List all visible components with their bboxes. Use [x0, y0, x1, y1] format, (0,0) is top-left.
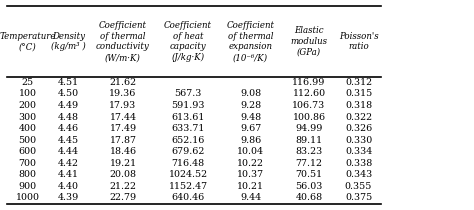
- Text: 1000: 1000: [16, 193, 40, 202]
- Text: 4.41: 4.41: [58, 170, 79, 179]
- Text: 500: 500: [18, 136, 36, 145]
- Text: 9.28: 9.28: [240, 101, 261, 110]
- Text: 591.93: 591.93: [171, 101, 205, 110]
- Text: 700: 700: [18, 159, 36, 168]
- Text: Density
(kg/m³ ): Density (kg/m³ ): [51, 32, 86, 51]
- Text: 10.21: 10.21: [237, 182, 264, 191]
- Text: 106.73: 106.73: [292, 101, 326, 110]
- Text: 4.46: 4.46: [58, 124, 79, 133]
- Text: 0.330: 0.330: [345, 136, 372, 145]
- Text: 56.03: 56.03: [295, 182, 323, 191]
- Text: 613.61: 613.61: [172, 113, 205, 122]
- Text: 200: 200: [18, 101, 36, 110]
- Text: 116.99: 116.99: [292, 78, 326, 87]
- Text: 0.315: 0.315: [345, 89, 372, 98]
- Text: 4.51: 4.51: [58, 78, 79, 87]
- Text: 900: 900: [18, 182, 36, 191]
- Text: 716.48: 716.48: [172, 159, 205, 168]
- Text: 40.68: 40.68: [295, 193, 322, 202]
- Text: 400: 400: [18, 124, 36, 133]
- Text: 600: 600: [18, 147, 36, 156]
- Text: 4.49: 4.49: [58, 101, 79, 110]
- Text: 19.36: 19.36: [109, 89, 137, 98]
- Text: 300: 300: [18, 113, 36, 122]
- Text: 17.87: 17.87: [109, 136, 137, 145]
- Text: 100: 100: [18, 89, 36, 98]
- Text: 0.375: 0.375: [345, 193, 372, 202]
- Text: 25: 25: [21, 78, 34, 87]
- Text: 652.16: 652.16: [172, 136, 205, 145]
- Text: Coefficient
of thermal
expansion
(10⁻⁶/K): Coefficient of thermal expansion (10⁻⁶/K…: [227, 21, 274, 62]
- Text: 9.44: 9.44: [240, 193, 261, 202]
- Text: 800: 800: [18, 170, 36, 179]
- Text: 0.312: 0.312: [345, 78, 372, 87]
- Text: 10.04: 10.04: [237, 147, 264, 156]
- Text: 0.343: 0.343: [345, 170, 372, 179]
- Text: 4.44: 4.44: [58, 147, 79, 156]
- Text: 17.49: 17.49: [109, 124, 137, 133]
- Text: 4.45: 4.45: [58, 136, 79, 145]
- Text: Coefficient
of heat
capacity
(J/kg·K): Coefficient of heat capacity (J/kg·K): [164, 21, 212, 62]
- Text: 640.46: 640.46: [172, 193, 205, 202]
- Text: 22.79: 22.79: [109, 193, 137, 202]
- Text: Elastic
modulus
(GPa): Elastic modulus (GPa): [291, 26, 328, 57]
- Text: 9.08: 9.08: [240, 89, 261, 98]
- Text: 10.37: 10.37: [237, 170, 264, 179]
- Text: 0.318: 0.318: [345, 101, 372, 110]
- Text: 10.22: 10.22: [237, 159, 264, 168]
- Text: 70.51: 70.51: [295, 170, 322, 179]
- Text: 9.86: 9.86: [240, 136, 261, 145]
- Text: 21.22: 21.22: [109, 182, 137, 191]
- Text: 679.62: 679.62: [172, 147, 205, 156]
- Text: Temperature
(°C): Temperature (°C): [0, 32, 56, 51]
- Text: 77.12: 77.12: [295, 159, 322, 168]
- Text: 17.44: 17.44: [109, 113, 137, 122]
- Text: 0.334: 0.334: [345, 147, 372, 156]
- Text: 4.42: 4.42: [58, 159, 79, 168]
- Text: 4.40: 4.40: [58, 182, 79, 191]
- Text: Poisson's
ratio: Poisson's ratio: [339, 32, 378, 51]
- Text: 4.48: 4.48: [58, 113, 79, 122]
- Text: 0.338: 0.338: [345, 159, 372, 168]
- Text: 83.23: 83.23: [295, 147, 323, 156]
- Text: 19.21: 19.21: [109, 159, 137, 168]
- Text: 20.08: 20.08: [109, 170, 137, 179]
- Text: 0.322: 0.322: [345, 113, 372, 122]
- Text: 567.3: 567.3: [174, 89, 202, 98]
- Text: 0.326: 0.326: [345, 124, 372, 133]
- Text: 9.67: 9.67: [240, 124, 261, 133]
- Text: Coefficient
of thermal
conductivity
(W/m·K): Coefficient of thermal conductivity (W/m…: [96, 21, 150, 62]
- Text: 4.50: 4.50: [58, 89, 79, 98]
- Text: 1024.52: 1024.52: [169, 170, 208, 179]
- Text: 9.48: 9.48: [240, 113, 261, 122]
- Text: 112.60: 112.60: [292, 89, 326, 98]
- Text: 17.93: 17.93: [109, 101, 137, 110]
- Text: 18.46: 18.46: [109, 147, 137, 156]
- Text: 21.62: 21.62: [109, 78, 137, 87]
- Text: 0.355: 0.355: [345, 182, 372, 191]
- Text: 1152.47: 1152.47: [169, 182, 208, 191]
- Text: 94.99: 94.99: [295, 124, 323, 133]
- Text: 633.71: 633.71: [172, 124, 205, 133]
- Text: 100.86: 100.86: [292, 113, 326, 122]
- Text: 4.39: 4.39: [58, 193, 79, 202]
- Text: 89.11: 89.11: [295, 136, 322, 145]
